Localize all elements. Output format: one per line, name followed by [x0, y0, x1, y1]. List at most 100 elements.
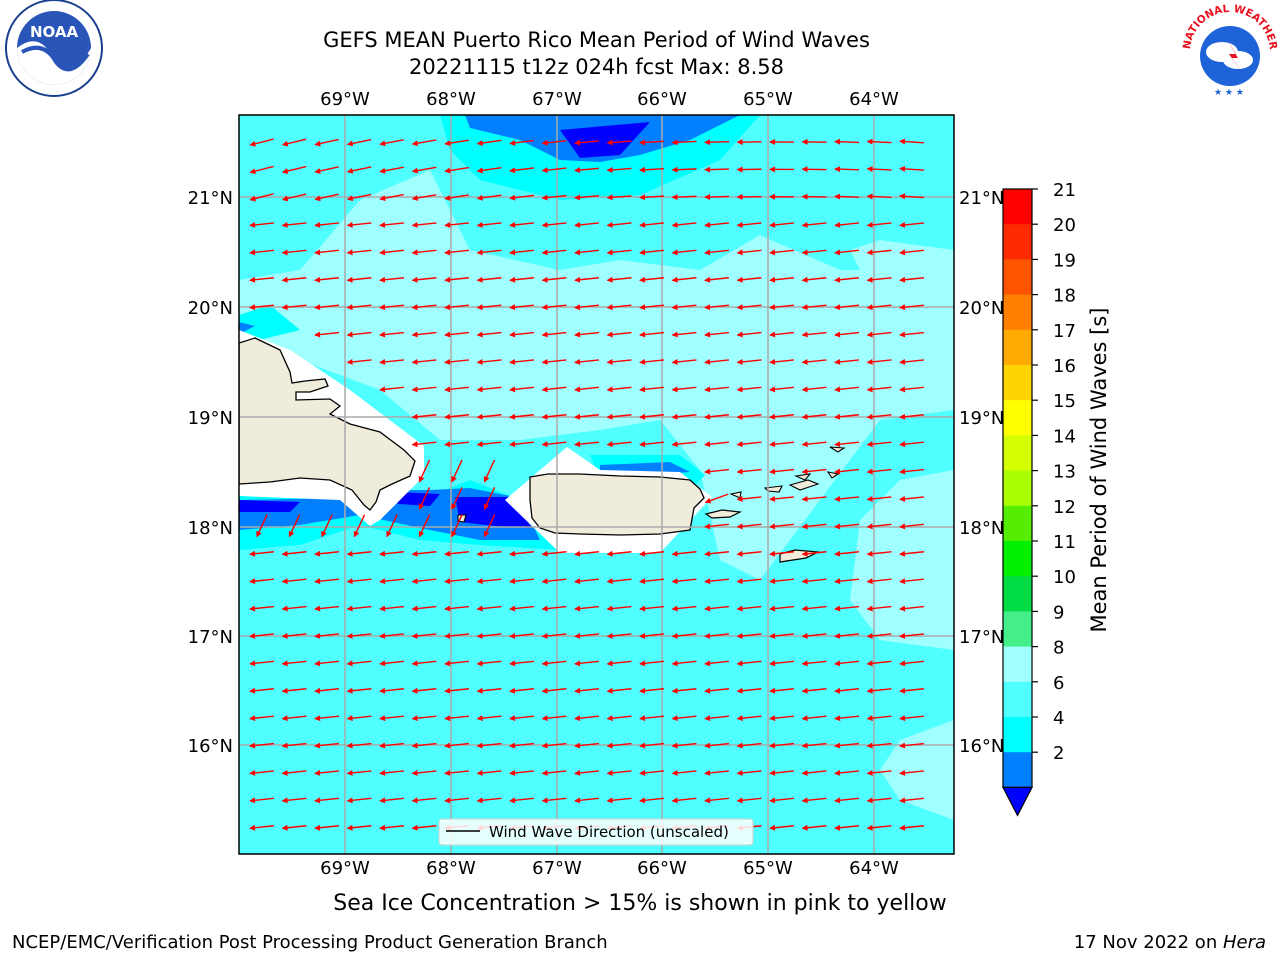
wave-direction-arrow — [704, 797, 730, 804]
wave-direction-arrow — [411, 276, 437, 283]
wave-direction-arrow — [574, 331, 600, 338]
wave-direction-arrow — [379, 276, 405, 283]
wave-direction-arrow — [801, 660, 827, 667]
longitude-label: 64°W — [849, 858, 899, 879]
wave-direction-arrow — [606, 386, 632, 393]
colorbar: 21 20 19 18 17 16 15 14 13 12 11 10 9 8 6 4 2 — [1002, 180, 1076, 817]
wave-direction-arrow — [541, 687, 567, 694]
wave-direction-arrow — [476, 221, 502, 228]
wave-direction-arrow — [899, 495, 925, 502]
map-title: GEFS MEAN Puerto Rico Mean Period of Win… — [323, 28, 870, 52]
wave-direction-arrow — [249, 687, 275, 694]
wave-direction-arrow — [249, 797, 275, 804]
wave-direction-arrow — [769, 221, 795, 228]
wave-direction-arrow — [541, 550, 567, 557]
wave-direction-arrow — [639, 578, 665, 585]
wave-direction-arrow — [483, 459, 496, 483]
wave-direction-arrow — [346, 166, 372, 174]
wave-direction-arrow — [541, 413, 567, 420]
wave-direction-arrow — [418, 459, 431, 483]
wave-direction-arrow — [801, 578, 827, 585]
wave-direction-arrow — [834, 769, 860, 776]
wave-direction-arrow — [801, 276, 827, 283]
wave-direction-arrow — [541, 221, 567, 228]
colorbar-segment — [1003, 294, 1032, 331]
wave-direction-arrow — [476, 632, 502, 639]
wave-direction-arrow — [834, 632, 860, 639]
wave-direction-arrow — [834, 523, 860, 530]
wave-direction-arrow — [671, 166, 697, 173]
wave-direction-arrow — [736, 715, 762, 722]
wave-direction-arrow — [411, 304, 437, 311]
wave-direction-arrow — [801, 495, 827, 502]
wave-direction-arrow — [671, 249, 697, 256]
wave-direction-arrow — [249, 138, 274, 147]
longitude-label: 68°W — [426, 858, 476, 879]
wave-direction-arrow — [281, 824, 307, 831]
wave-direction-arrow — [801, 249, 827, 256]
wave-direction-arrow — [704, 550, 730, 557]
colorbar-segment — [1003, 400, 1032, 436]
wave-direction-arrow — [444, 797, 470, 804]
wave-direction-arrow — [801, 468, 827, 475]
wave-direction-arrow — [574, 715, 600, 722]
colorbar-segment — [1003, 470, 1032, 507]
wave-direction-arrow — [801, 797, 827, 804]
wind-wave-direction-arrows — [249, 138, 925, 831]
wave-direction-arrow — [379, 824, 405, 831]
wave-direction-arrow — [476, 550, 502, 557]
wave-direction-arrow — [639, 386, 665, 393]
wave-direction-arrow — [346, 824, 372, 831]
wave-direction-arrow — [379, 249, 405, 256]
wave-direction-arrow — [899, 413, 925, 420]
wave-direction-arrow — [899, 468, 925, 475]
colorbar-segment — [1003, 259, 1032, 296]
wave-direction-arrow — [346, 138, 372, 147]
colorbar-tick-label: 19 — [1053, 250, 1076, 271]
wave-direction-arrow — [671, 687, 697, 694]
footer-date-text: 17 Nov 2022 on — [1073, 932, 1223, 953]
colorbar-segment — [1003, 541, 1032, 577]
wave-direction-arrow — [899, 304, 925, 311]
wave-period-contour-below-2 — [239, 500, 300, 512]
wave-direction-arrow — [541, 167, 567, 174]
wave-direction-arrow — [541, 660, 567, 667]
wave-direction-arrow — [476, 742, 502, 749]
wave-direction-arrow — [411, 632, 437, 639]
wave-direction-arrow — [899, 386, 925, 393]
colorbar-tick-label: 4 — [1053, 708, 1064, 729]
wave-direction-arrow — [769, 249, 795, 256]
wave-direction-arrow — [444, 605, 470, 612]
wave-direction-arrow — [866, 276, 892, 283]
wave-direction-arrow — [541, 304, 567, 311]
wave-direction-arrow — [509, 632, 535, 639]
wave-direction-arrow — [899, 358, 925, 365]
colorbar-label: Mean Period of Wind Waves [s] — [1087, 308, 1111, 633]
longitude-label: 65°W — [743, 858, 793, 879]
wave-direction-arrow — [866, 824, 892, 831]
wave-direction-arrow — [411, 139, 437, 147]
wave-direction-arrow — [736, 413, 762, 420]
latitude-label: 21°N — [959, 188, 1004, 209]
wave-direction-arrow — [476, 331, 502, 338]
wave-direction-arrow — [288, 514, 301, 538]
wave-direction-arrow — [418, 487, 431, 510]
wave-direction-arrow — [736, 441, 762, 448]
wave-direction-arrow — [704, 166, 730, 173]
wave-direction-arrow — [834, 304, 860, 311]
wave-direction-arrow — [769, 715, 795, 722]
wave-direction-arrow — [801, 824, 827, 831]
wave-direction-arrow — [314, 605, 340, 612]
wave-direction-arrow — [899, 221, 925, 228]
wave-direction-arrow — [379, 139, 404, 147]
wave-direction-arrow — [801, 605, 827, 612]
wave-direction-arrow — [509, 221, 535, 228]
colorbar-tick-label: 2 — [1053, 743, 1064, 764]
wave-direction-arrow — [281, 742, 307, 749]
wave-direction-arrow — [606, 166, 632, 173]
wave-direction-arrow — [451, 514, 463, 538]
wave-direction-arrow — [541, 358, 567, 365]
wave-direction-arrow — [866, 193, 892, 200]
wave-direction-arrow — [541, 715, 567, 722]
